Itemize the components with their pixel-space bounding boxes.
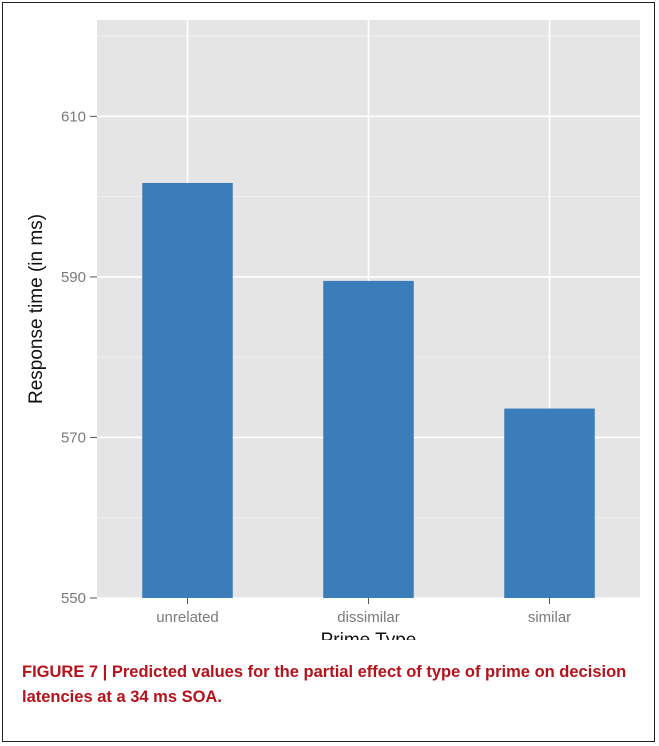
y-tick-label: 570: [61, 429, 86, 446]
y-tick-label: 550: [61, 590, 86, 607]
bar-unrelated: [142, 182, 233, 599]
x-axis-title: Prime Type: [321, 630, 417, 640]
y-tick-label: 590: [61, 269, 86, 286]
y-axis: 550 570 590 610: [61, 108, 97, 607]
x-tick-label: unrelated: [156, 609, 219, 626]
x-axis: unrelated dissimilar similar: [156, 598, 571, 626]
bars: [142, 182, 595, 599]
y-tick-label: 610: [61, 108, 86, 125]
x-tick-label: dissimilar: [337, 609, 400, 626]
x-tick-label: similar: [528, 609, 571, 626]
bar-dissimilar: [323, 280, 414, 598]
bar-similar: [504, 408, 595, 598]
y-axis-title: Response time (in ms): [26, 214, 47, 404]
figure-caption: FIGURE 7 | Predicted values for the part…: [22, 663, 627, 706]
